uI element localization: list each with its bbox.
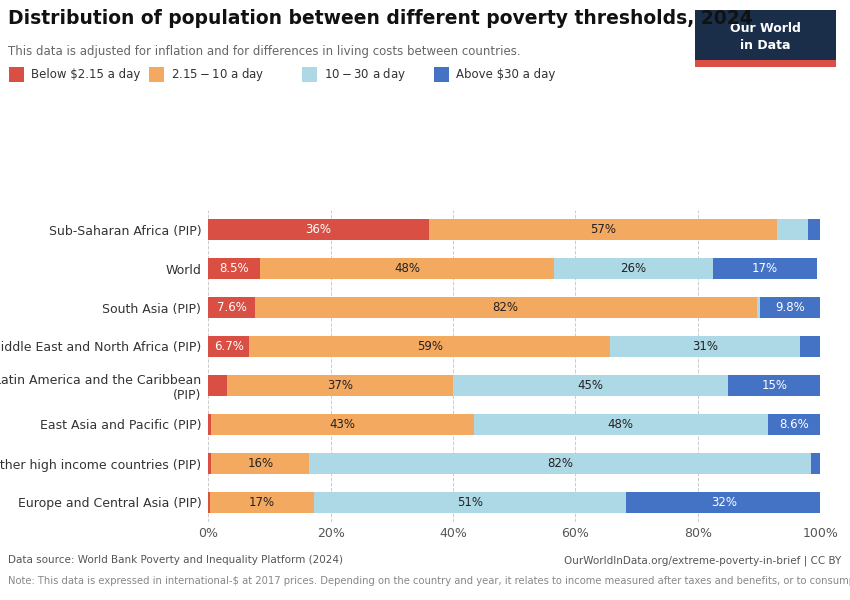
Text: 9.8%: 9.8%: [775, 301, 805, 314]
Text: in Data: in Data: [740, 39, 791, 52]
Bar: [428, 219, 778, 240]
Bar: [756, 297, 760, 318]
Bar: [713, 258, 817, 279]
Text: Data source: World Bank Poverty and Inequality Platform (2024): Data source: World Bank Poverty and Ineq…: [8, 555, 343, 565]
Bar: [811, 453, 820, 474]
Text: 31%: 31%: [692, 340, 718, 353]
Text: 26%: 26%: [620, 262, 647, 275]
Text: 48%: 48%: [608, 418, 634, 431]
Text: Note: This data is expressed in international-$ at 2017 prices. Depending on the: Note: This data is expressed in internat…: [8, 576, 850, 586]
Text: 17%: 17%: [752, 262, 779, 275]
Bar: [208, 453, 212, 474]
Text: 8.5%: 8.5%: [219, 262, 249, 275]
Bar: [260, 258, 554, 279]
Text: 59%: 59%: [416, 340, 443, 353]
Text: Our World: Our World: [730, 22, 801, 35]
Bar: [554, 258, 713, 279]
Text: 48%: 48%: [394, 262, 420, 275]
Bar: [453, 375, 728, 396]
Bar: [309, 453, 811, 474]
Text: 51%: 51%: [457, 496, 483, 509]
Text: Distribution of population between different poverty thresholds, 2024: Distribution of population between diffe…: [8, 9, 753, 28]
Text: OurWorldInData.org/extreme-poverty-in-brief | CC BY: OurWorldInData.org/extreme-poverty-in-br…: [564, 555, 842, 565]
Text: 82%: 82%: [547, 457, 573, 470]
Text: $10-$30 a day: $10-$30 a day: [324, 66, 406, 83]
Bar: [760, 297, 820, 318]
Text: $2.15-$10 a day: $2.15-$10 a day: [171, 66, 264, 83]
Bar: [314, 492, 626, 513]
Text: 36%: 36%: [305, 223, 332, 236]
Bar: [768, 414, 820, 435]
Bar: [208, 414, 211, 435]
Text: Below $2.15 a day: Below $2.15 a day: [31, 68, 140, 81]
Text: 45%: 45%: [578, 379, 603, 392]
Bar: [626, 492, 822, 513]
Bar: [808, 219, 820, 240]
Bar: [255, 297, 756, 318]
Bar: [208, 375, 227, 396]
Bar: [778, 219, 808, 240]
Bar: [208, 492, 210, 513]
Bar: [473, 414, 768, 435]
Bar: [227, 375, 453, 396]
Text: 43%: 43%: [329, 418, 355, 431]
Bar: [800, 336, 820, 357]
Bar: [249, 336, 610, 357]
Text: 15%: 15%: [762, 379, 787, 392]
Text: 82%: 82%: [493, 301, 518, 314]
Text: 6.7%: 6.7%: [214, 340, 244, 353]
Bar: [728, 375, 820, 396]
Bar: [208, 336, 249, 357]
Text: 8.6%: 8.6%: [779, 418, 809, 431]
Text: 7.6%: 7.6%: [217, 301, 246, 314]
Bar: [208, 219, 428, 240]
Text: 57%: 57%: [590, 223, 616, 236]
Text: Above $30 a day: Above $30 a day: [456, 68, 555, 81]
Text: 32%: 32%: [711, 496, 737, 509]
Bar: [695, 61, 836, 67]
Bar: [211, 414, 473, 435]
Bar: [208, 297, 255, 318]
Bar: [212, 453, 309, 474]
Bar: [208, 258, 260, 279]
Text: 17%: 17%: [249, 496, 275, 509]
Text: This data is adjusted for inflation and for differences in living costs between : This data is adjusted for inflation and …: [8, 45, 521, 58]
Text: 16%: 16%: [247, 457, 274, 470]
Bar: [210, 492, 314, 513]
Text: 37%: 37%: [327, 379, 353, 392]
Bar: [610, 336, 800, 357]
